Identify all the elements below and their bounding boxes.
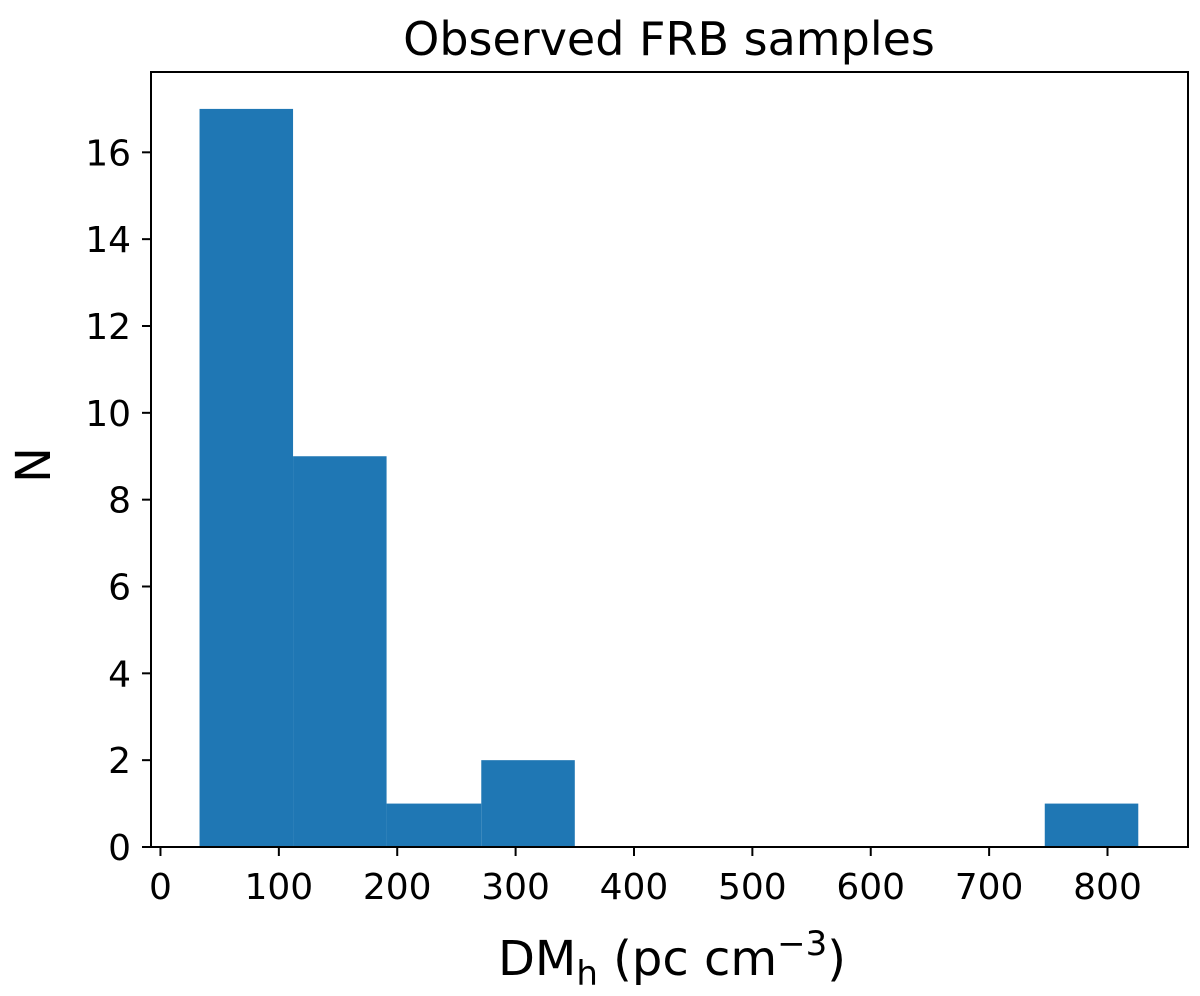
y-tick-label: 12 — [85, 307, 131, 348]
y-tick-label: 14 — [85, 220, 131, 261]
bars-group — [199, 108, 1139, 847]
x-tick-label: 0 — [149, 867, 172, 908]
x-tick-label: 100 — [244, 867, 313, 908]
histogram-bar-3 — [481, 760, 575, 847]
x-axis-label-subscript: h — [576, 954, 598, 994]
y-tick-label: 0 — [108, 828, 131, 869]
x-axis-label: DMh (pc cm−3) — [498, 924, 846, 994]
y-axis-ticks: 0 2 4 6 8 10 12 14 16 — [85, 133, 151, 869]
x-tick-label: 200 — [363, 867, 432, 908]
x-axis-label-unit-prefix: (pc cm — [598, 931, 777, 987]
y-tick-label: 2 — [108, 741, 131, 782]
y-axis-label: N — [6, 447, 62, 483]
y-tick-label: 8 — [108, 481, 131, 522]
y-tick-label: 6 — [108, 567, 131, 608]
x-axis-ticks: 0 100 200 300 400 500 600 700 800 — [149, 847, 1142, 908]
y-tick-label: 10 — [85, 394, 131, 435]
x-tick-label: 500 — [718, 867, 787, 908]
histogram-bar-9 — [1044, 803, 1139, 847]
x-tick-label: 700 — [955, 867, 1024, 908]
histogram-bar-2 — [386, 803, 482, 847]
histogram-bar-1 — [293, 456, 387, 847]
plot-frame — [150, 71, 1189, 848]
chart-title: Observed FRB samples — [403, 12, 935, 66]
x-axis-label-unit-suffix: ) — [827, 931, 846, 987]
x-tick-label: 300 — [481, 867, 550, 908]
x-tick-label: 800 — [1073, 867, 1142, 908]
histogram-bar-0 — [199, 108, 294, 847]
y-tick-label: 4 — [108, 654, 131, 695]
x-axis-label-superscript: −3 — [777, 924, 827, 964]
x-tick-label: 400 — [600, 867, 669, 908]
x-axis-label-main: DM — [498, 931, 576, 987]
x-tick-label: 600 — [836, 867, 905, 908]
y-tick-label: 16 — [85, 133, 131, 174]
